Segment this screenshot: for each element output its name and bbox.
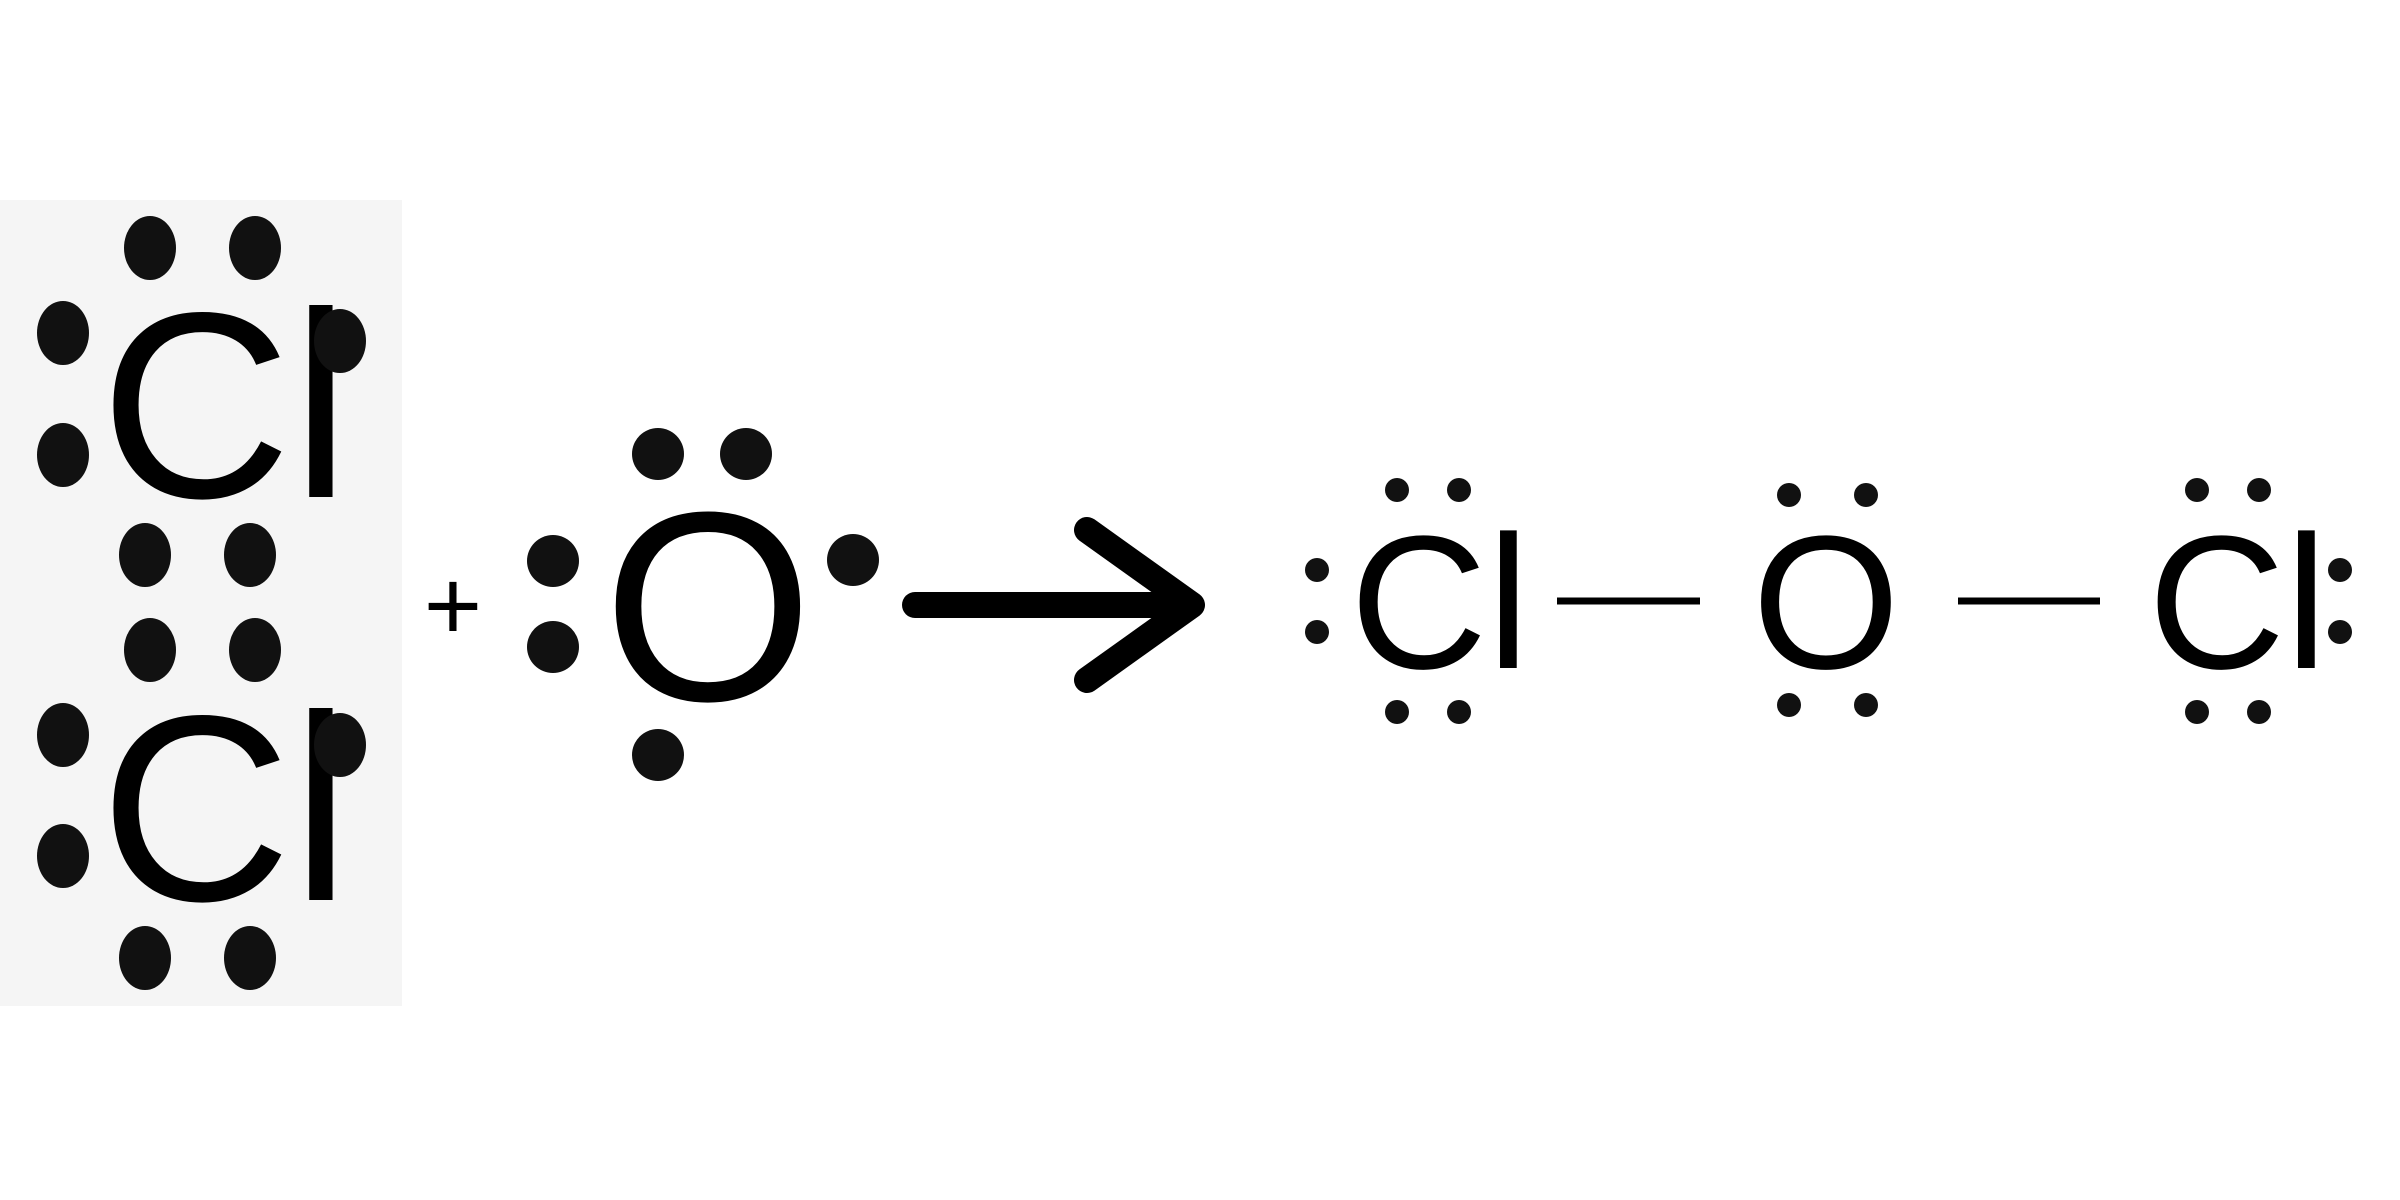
- electron-dot: [314, 309, 366, 373]
- product-chlorine-left-symbol: Cl: [1350, 497, 1529, 709]
- electron-dot: [2328, 620, 2352, 644]
- reactant-chlorine-top: Cl: [37, 216, 366, 587]
- electron-dot: [1305, 620, 1329, 644]
- electron-dot: [37, 301, 89, 365]
- oxygen-electrons: [527, 428, 879, 781]
- electron-dot: [224, 926, 276, 990]
- electron-dot: [1854, 483, 1878, 507]
- electron-dot: [1385, 700, 1409, 724]
- electron-dot: [224, 523, 276, 587]
- chlorine-bottom-symbol: Cl: [100, 661, 350, 957]
- product-molecule: Cl O Cl: [1305, 478, 2352, 724]
- product-chlorine-right-electrons: [2185, 478, 2352, 724]
- chlorine-bottom-electrons: [37, 618, 366, 990]
- electron-dot: [1777, 483, 1801, 507]
- oxygen-symbol: O: [603, 457, 813, 758]
- chlorine-top-symbol: Cl: [100, 258, 350, 554]
- electron-dot: [2185, 478, 2209, 502]
- electron-dot: [1447, 700, 1471, 724]
- electron-dot: [632, 729, 684, 781]
- electron-dot: [2247, 478, 2271, 502]
- electron-dot: [37, 703, 89, 767]
- electron-dot: [1447, 478, 1471, 502]
- electron-dot: [314, 713, 366, 777]
- electron-dot: [119, 926, 171, 990]
- electron-dot: [632, 428, 684, 480]
- plus-sign: +: [424, 550, 482, 662]
- electron-dot: [1385, 478, 1409, 502]
- electron-dot: [2247, 700, 2271, 724]
- reaction-arrow: [902, 517, 1205, 693]
- product-chlorine-left: Cl: [1305, 478, 1529, 724]
- product-oxygen-electrons: [1777, 483, 1878, 717]
- chlorine-top-electrons: [37, 216, 366, 587]
- electron-dot: [37, 824, 89, 888]
- product-oxygen-symbol: O: [1752, 497, 1900, 709]
- electron-dot: [2185, 700, 2209, 724]
- product-chlorine-left-electrons: [1305, 478, 1471, 724]
- electron-dot: [527, 621, 579, 673]
- electron-dot: [119, 523, 171, 587]
- electron-dot: [37, 423, 89, 487]
- electron-dot: [720, 428, 772, 480]
- electron-dot: [827, 534, 879, 586]
- electron-dot: [124, 618, 176, 682]
- product-oxygen: O: [1752, 483, 1900, 717]
- electron-dot: [229, 216, 281, 280]
- electron-dot: [2328, 558, 2352, 582]
- electron-dot: [1305, 558, 1329, 582]
- electron-dot: [1777, 693, 1801, 717]
- reactant-chlorine-bottom: Cl: [37, 618, 366, 990]
- electron-dot: [1854, 693, 1878, 717]
- reactant-oxygen: O: [527, 428, 879, 781]
- electron-dot: [527, 535, 579, 587]
- electron-dot: [124, 216, 176, 280]
- product-chlorine-right-symbol: Cl: [2148, 497, 2327, 709]
- product-chlorine-right: Cl: [2148, 478, 2352, 724]
- electron-dot: [229, 618, 281, 682]
